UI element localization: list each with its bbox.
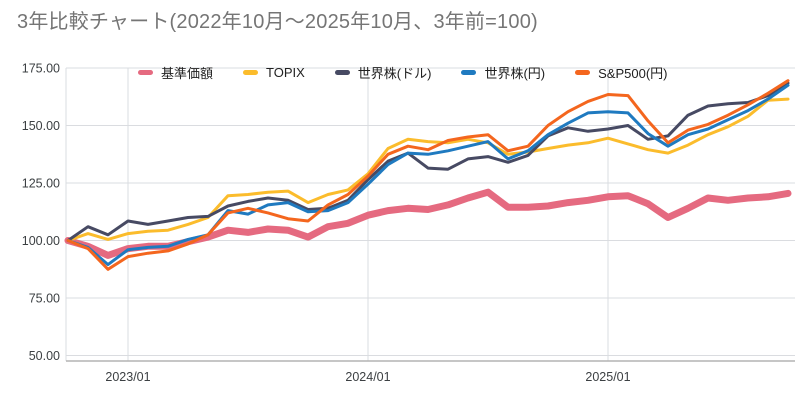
legend-swatch-icon [461,70,477,75]
legend-label: 基準価額 [161,66,214,81]
y-axis-tick-label: 175.00 [22,62,60,76]
legend-swatch-icon [575,70,591,75]
series-line-S&P500(円) [66,79,790,271]
legend-item-S&P500(円): S&P500(円) [575,63,668,82]
y-axis-tick-label: 100.00 [22,234,60,248]
y-axis-tick-label: 50.00 [29,349,60,363]
legend-label: 世界株(ドル) [357,66,432,81]
legend-item-基準価額: 基準価額 [138,63,213,82]
x-axis-tick-label: 2023/01 [105,370,150,384]
legend-item-世界株(ドル): 世界株(ドル) [334,63,432,82]
x-axis-tick-label: 2024/01 [345,370,390,384]
legend-label: S&P500(円) [598,66,668,81]
legend-swatch-icon [334,70,350,75]
y-axis-tick-label: 125.00 [22,177,60,191]
chart-legend: 基準価額 TOPIX 世界株(ドル) 世界株(円) S&P500(円) [138,63,668,82]
series-line-世界株(円) [66,83,790,267]
legend-label: TOPIX [266,65,305,80]
legend-item-世界株(円): 世界株(円) [461,63,545,82]
legend-swatch-icon [138,70,153,75]
y-axis-tick-label: 150.00 [22,119,60,133]
legend-swatch-icon [243,70,259,75]
y-axis-tick-label: 75.00 [29,292,60,306]
series-line-基準価額 [64,188,792,259]
series-line-TOPIX [66,97,790,242]
legend-label: 世界株(円) [484,66,546,81]
x-axis-tick-label: 2025/01 [585,370,630,384]
chart-title: 3年比較チャート(2022年10月〜2025年10月、3年前=100) [17,11,538,33]
series-line-世界株(ドル) [66,81,790,242]
legend-item-TOPIX: TOPIX [243,65,305,80]
